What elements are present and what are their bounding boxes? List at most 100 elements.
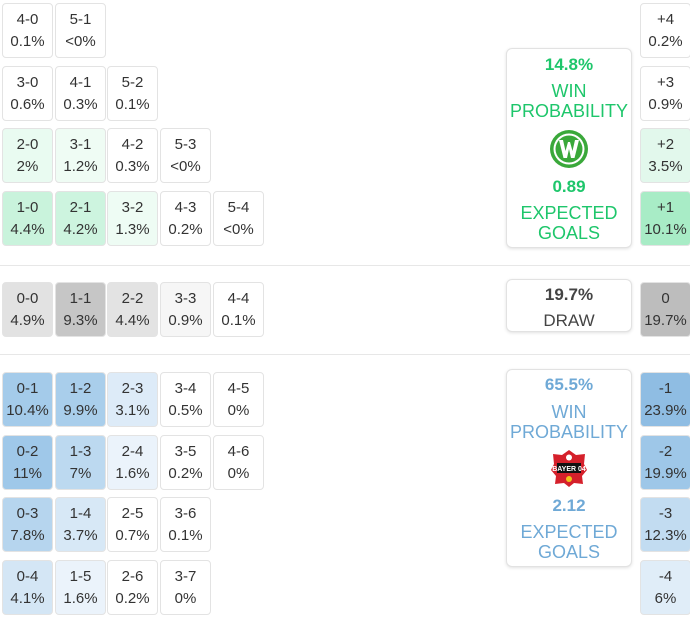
probability-label: 0%: [227, 464, 250, 482]
probability-label: 3.5%: [648, 157, 683, 175]
divider-home-draw: [0, 265, 690, 266]
score-cell: 3-5 0.2%: [160, 435, 211, 490]
score-label: 5-3: [174, 135, 197, 153]
goal-margin-cell: -2 19.9%: [640, 435, 690, 490]
probability-label: 0.1%: [10, 32, 45, 50]
away-win-label-line2: PROBABILITY: [509, 422, 629, 442]
score-label: 4-2: [121, 135, 144, 153]
score-cell: 1-2 9.9%: [55, 372, 106, 427]
away-xg-label-line1: EXPECTED: [520, 522, 618, 542]
leverkusen-crest-icon: BAYER 04: [551, 450, 587, 487]
score-label: 2-2: [121, 289, 144, 307]
probability-label: 0.1%: [168, 526, 203, 544]
score-cell: 3-7 0%: [160, 560, 211, 615]
probability-label: 0.3%: [115, 157, 150, 175]
score-label: +1: [656, 198, 675, 216]
score-cell: 0-1 10.4%: [2, 372, 53, 427]
score-label: 3-6: [174, 504, 197, 522]
score-label: 3-5: [174, 442, 197, 460]
score-label: 3-3: [174, 289, 197, 307]
score-cell: 1-0 4.4%: [2, 191, 53, 246]
probability-label: 1.6%: [115, 464, 150, 482]
probability-label: 0.2%: [115, 589, 150, 607]
probability-label: 10.4%: [6, 401, 49, 419]
probability-label: 0.1%: [115, 95, 150, 113]
score-label: 1-2: [69, 379, 92, 397]
score-label: 0-1: [16, 379, 39, 397]
goal-margin-cell: +4 0.2%: [640, 3, 690, 58]
score-label: 5-4: [227, 198, 250, 216]
score-cell: 4-3 0.2%: [160, 191, 211, 246]
score-label: 0: [661, 289, 670, 307]
goal-margin-cell: -4 6%: [640, 560, 690, 615]
goal-margin-cell: -3 12.3%: [640, 497, 690, 552]
draw-percentage: 19.7%: [544, 285, 594, 304]
away-win-percentage: 65.5%: [544, 375, 594, 394]
score-cell: 4-4 0.1%: [213, 282, 264, 337]
probability-label: 0.5%: [168, 401, 203, 419]
score-cell: 3-0 0.6%: [2, 66, 53, 121]
score-label: 1-0: [16, 198, 39, 216]
away-xg-label: EXPECTED GOALS: [507, 522, 631, 562]
probability-label: 7.8%: [10, 526, 45, 544]
score-label: 4-5: [227, 379, 250, 397]
away-expected-goals: 2.12: [552, 496, 586, 515]
score-label: 0-4: [16, 567, 39, 585]
goal-margin-cell: +1 10.1%: [640, 191, 690, 246]
home-win-label-line1: WIN: [551, 81, 587, 101]
probability-label: 9.3%: [63, 311, 98, 329]
probability-label: 0.1%: [221, 311, 256, 329]
probability-label: 4.2%: [63, 220, 98, 238]
home-xg-label: EXPECTED GOALS: [507, 203, 631, 243]
probability-label: 2%: [16, 157, 39, 175]
score-cell: 3-1 1.2%: [55, 128, 106, 183]
score-label: 1-3: [69, 442, 92, 460]
probability-label: 10.1%: [644, 220, 687, 238]
score-label: 0-2: [16, 442, 39, 460]
score-label: 3-2: [121, 198, 144, 216]
score-label: 3-4: [174, 379, 197, 397]
score-label: 4-0: [16, 10, 39, 28]
score-cell: 0-0 4.9%: [2, 282, 53, 337]
score-cell: 1-4 3.7%: [55, 497, 106, 552]
score-label: 1-1: [69, 289, 92, 307]
score-label: 4-4: [227, 289, 250, 307]
probability-label: 11%: [13, 464, 42, 482]
probability-label: 4.4%: [115, 311, 150, 329]
away-team-card: 65.5% WIN PROBABILITY BAYER 04 2.12 EXPE…: [506, 369, 632, 567]
probability-label: 1.3%: [115, 220, 150, 238]
goal-margin-cell: 0 19.7%: [640, 282, 690, 337]
probability-label: 0.6%: [10, 95, 45, 113]
probability-label: 7%: [69, 464, 92, 482]
score-cell: 0-4 4.1%: [2, 560, 53, 615]
score-cell: 2-4 1.6%: [107, 435, 158, 490]
score-label: 4-1: [69, 73, 92, 91]
home-xg-label-line2: GOALS: [537, 223, 601, 243]
score-label: 3-1: [69, 135, 92, 153]
score-label: -4: [658, 567, 673, 585]
score-cell: 4-1 0.3%: [55, 66, 106, 121]
home-xg-label-line1: EXPECTED: [520, 203, 618, 223]
probability-label: <0%: [223, 220, 254, 238]
probability-label: 0.2%: [648, 32, 683, 50]
away-win-label: WIN PROBABILITY: [507, 402, 631, 442]
probability-label: 19.7%: [644, 311, 687, 329]
score-cell: 2-3 3.1%: [107, 372, 158, 427]
score-label: 3-0: [16, 73, 39, 91]
score-cell: 2-1 4.2%: [55, 191, 106, 246]
probability-label: 0.9%: [648, 95, 683, 113]
score-cell: 3-2 1.3%: [107, 191, 158, 246]
score-cell: 0-2 11%: [2, 435, 53, 490]
score-label: 2-6: [121, 567, 144, 585]
score-cell: 3-6 0.1%: [160, 497, 211, 552]
divider-draw-away: [0, 354, 690, 355]
away-win-label-line1: WIN: [551, 402, 587, 422]
goal-margin-cell: +2 3.5%: [640, 128, 690, 183]
probability-label: 4.9%: [10, 311, 45, 329]
goal-margin-cell: +3 0.9%: [640, 66, 690, 121]
score-cell: 1-3 7%: [55, 435, 106, 490]
away-xg-label-line2: GOALS: [537, 542, 601, 562]
probability-label: <0%: [65, 32, 96, 50]
probability-label: 12.3%: [644, 526, 687, 544]
score-label: 2-4: [121, 442, 144, 460]
